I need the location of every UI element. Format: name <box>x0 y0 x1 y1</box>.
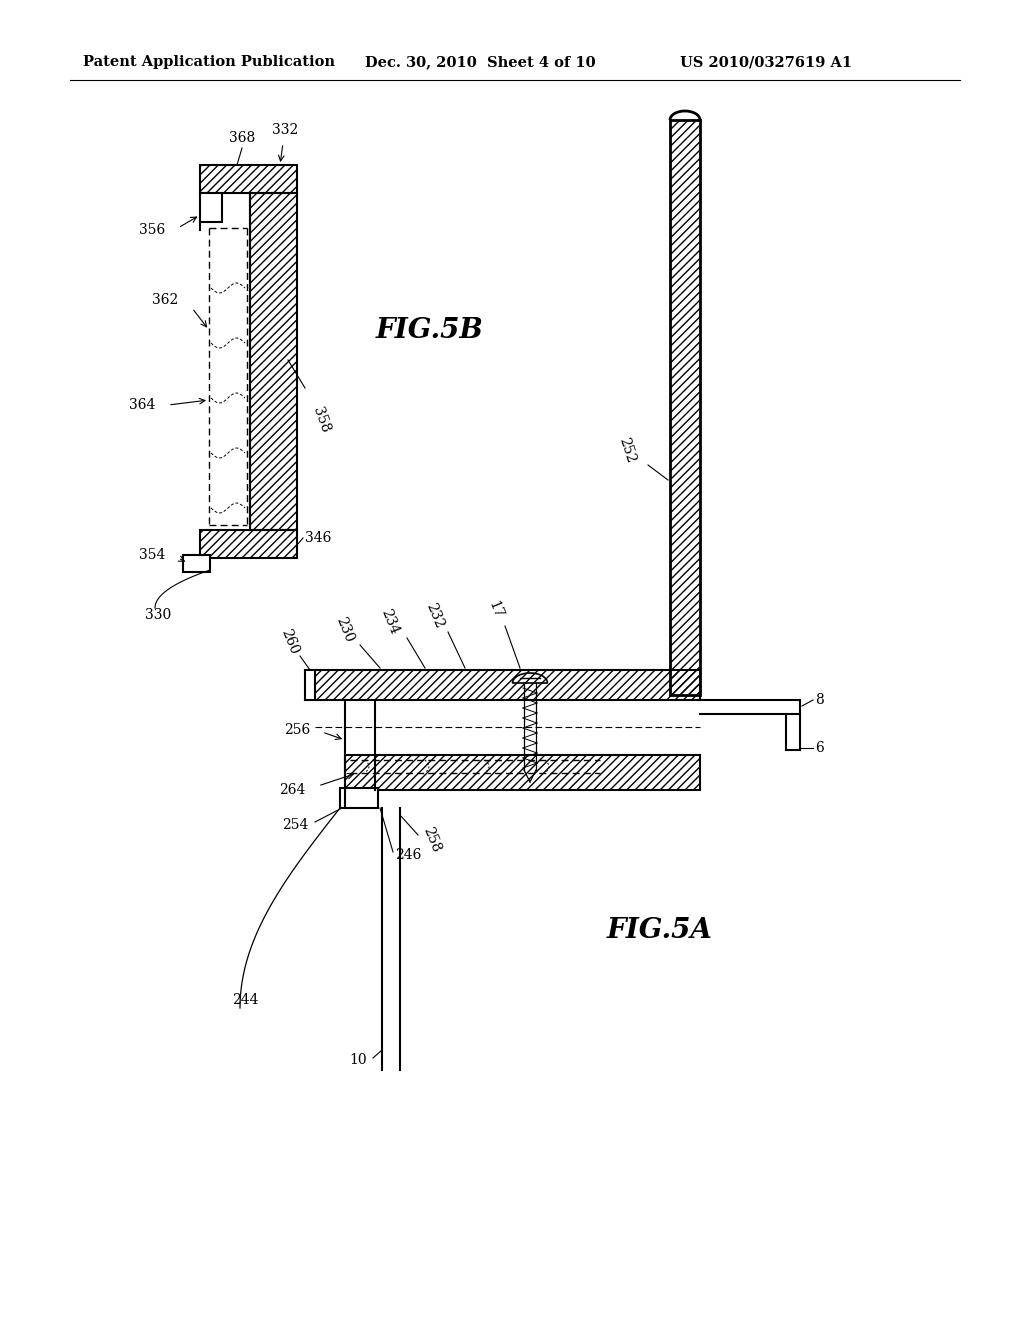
Bar <box>183 554 210 572</box>
Text: 258: 258 <box>420 825 442 855</box>
Text: 264: 264 <box>279 783 305 797</box>
Bar <box>670 120 700 696</box>
Text: 330: 330 <box>145 609 171 622</box>
Bar <box>315 671 700 700</box>
Text: 332: 332 <box>272 123 298 137</box>
Text: Dec. 30, 2010  Sheet 4 of 10: Dec. 30, 2010 Sheet 4 of 10 <box>365 55 596 69</box>
Bar <box>200 531 297 558</box>
Text: 368: 368 <box>229 131 255 145</box>
Bar <box>200 193 222 222</box>
Text: 244: 244 <box>231 993 258 1007</box>
Bar <box>340 788 378 808</box>
Text: 234: 234 <box>379 607 401 636</box>
Text: 6: 6 <box>815 741 823 755</box>
Text: 354: 354 <box>138 548 165 562</box>
Text: 260: 260 <box>279 627 301 657</box>
Text: 356: 356 <box>138 223 165 238</box>
Text: FIG.5B: FIG.5B <box>376 317 484 343</box>
Text: 252: 252 <box>616 436 638 465</box>
Bar <box>200 165 297 193</box>
Text: 362: 362 <box>152 293 178 308</box>
Text: 246: 246 <box>395 847 421 862</box>
Text: 17: 17 <box>485 599 505 620</box>
Text: 8: 8 <box>815 693 823 708</box>
Text: 10: 10 <box>349 1053 367 1067</box>
Text: 230: 230 <box>334 615 356 644</box>
Text: 254: 254 <box>282 818 308 832</box>
Text: FIG.5A: FIG.5A <box>607 916 713 944</box>
Text: Patent Application Publication: Patent Application Publication <box>83 55 335 69</box>
Text: US 2010/0327619 A1: US 2010/0327619 A1 <box>680 55 852 69</box>
Text: 364: 364 <box>129 399 155 412</box>
Text: 346: 346 <box>305 531 332 545</box>
Text: 256: 256 <box>284 723 310 737</box>
Bar <box>345 755 700 789</box>
Bar <box>250 193 297 531</box>
Text: 232: 232 <box>424 601 446 631</box>
Text: 358: 358 <box>310 405 332 434</box>
